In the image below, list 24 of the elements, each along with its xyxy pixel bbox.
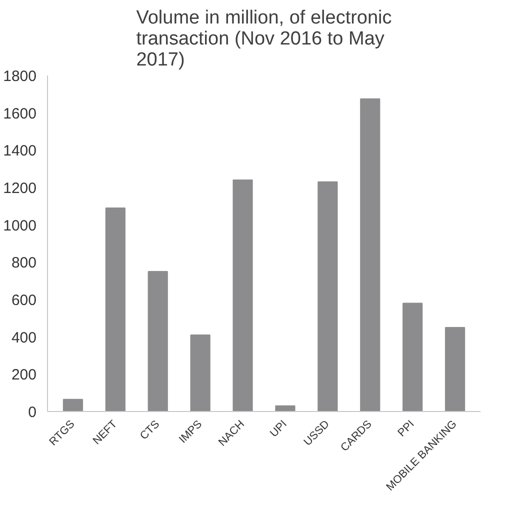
bar [360,98,380,412]
bar [190,334,210,412]
bar [148,271,168,412]
bar [402,302,423,412]
bar [444,327,466,412]
y-tick-label: 1600 [3,105,37,122]
bar [318,181,338,412]
y-tick-label: 800 [11,254,37,272]
y-tick-label: 1000 [3,217,37,234]
bar [62,398,84,412]
bar [232,180,253,412]
x-tick-label: PPI [396,418,417,440]
y-tick-label: 200 [11,366,37,384]
bar [105,208,126,412]
y-tick-label: 0 [28,404,36,421]
y-tick-label: 600 [11,292,37,309]
chart-title: Volume in million, of electronic transaction (Nov 2016 to May 2017) [136,8,392,70]
y-tick-label: 1400 [3,142,37,160]
y-tick-label: 1800 [3,68,37,85]
y-tick-label: 400 [11,329,37,346]
bar [275,405,296,412]
x-tick-label: CTS [138,418,162,442]
x-tick-label: UPI [268,418,290,440]
y-tick-label: 1200 [3,180,37,197]
